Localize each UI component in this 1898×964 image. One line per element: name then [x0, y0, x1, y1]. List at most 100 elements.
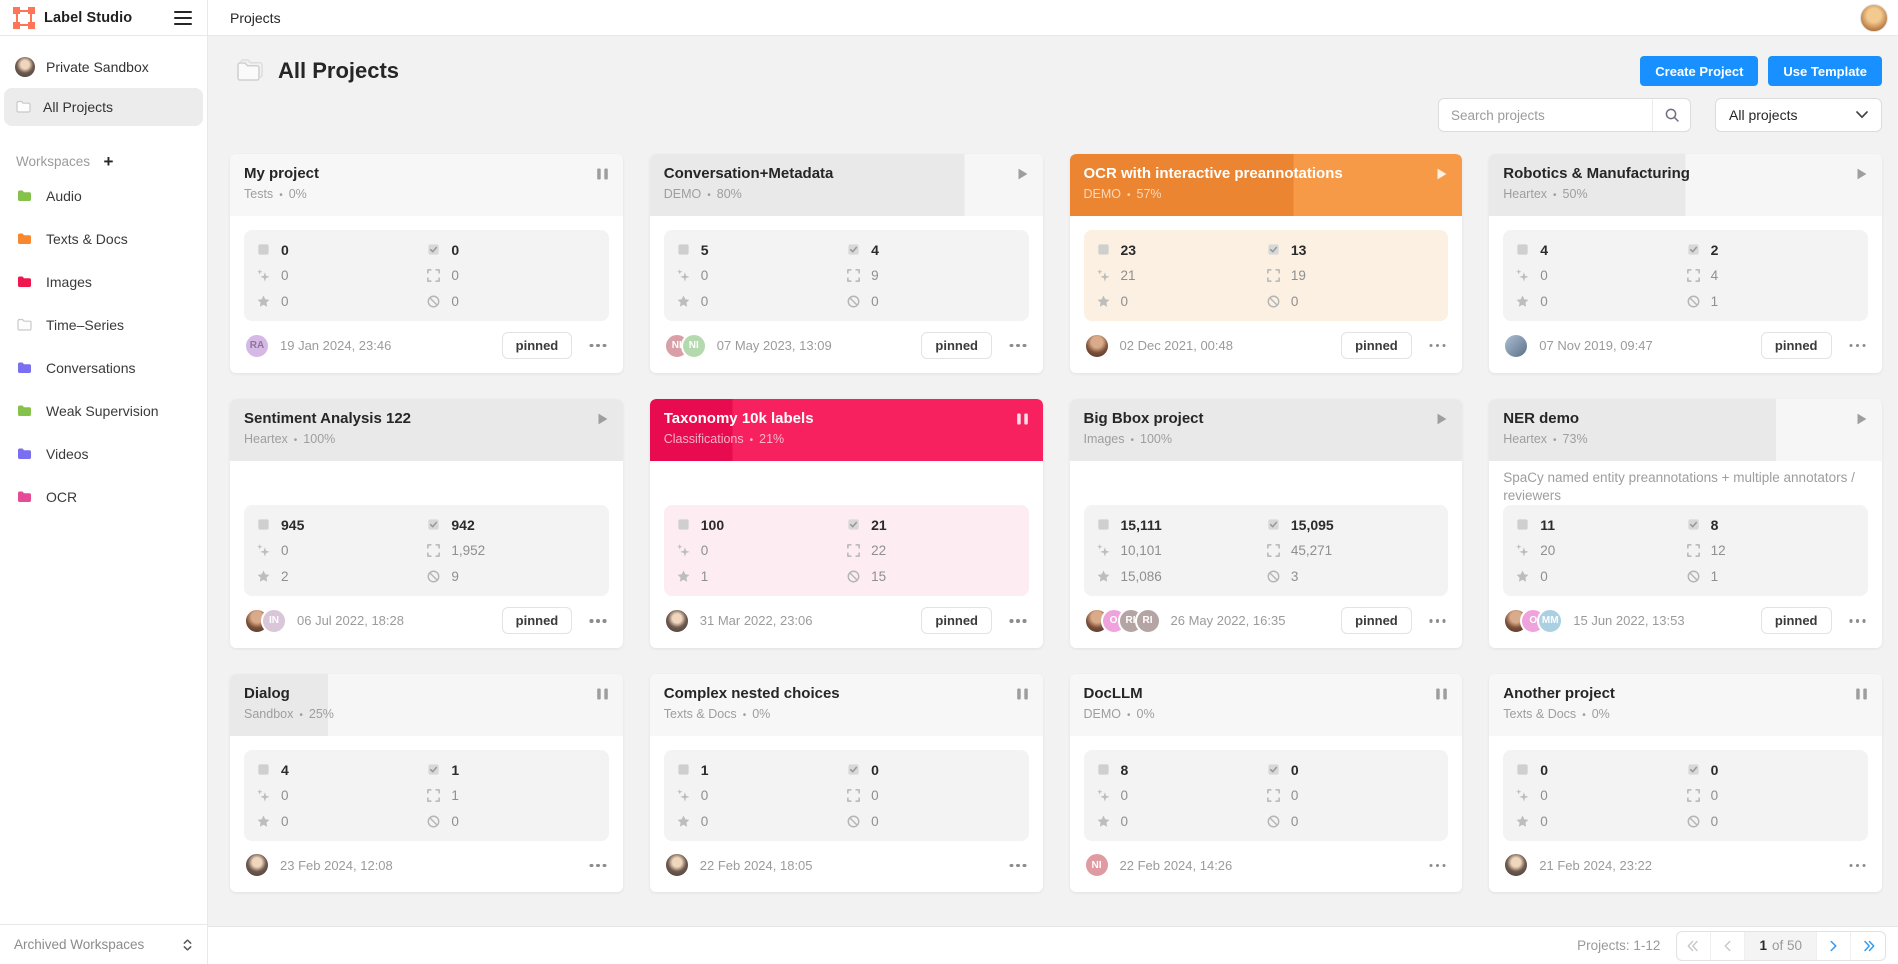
- skipped-icon: [427, 295, 440, 308]
- projects-filter-dropdown[interactable]: All projects: [1715, 98, 1882, 132]
- card-menu-button[interactable]: [1427, 613, 1449, 629]
- project-workspace: Heartex: [244, 432, 288, 446]
- project-title: DocLLM: [1083, 685, 1143, 703]
- card-menu-button[interactable]: [1427, 338, 1449, 354]
- project-subtitle: DEMO0%: [1084, 707, 1436, 721]
- project-card-footer: IN 06 Jul 2022, 18:28 pinned: [230, 596, 623, 648]
- sidebar-workspace-item[interactable]: Weak Supervision: [0, 389, 207, 432]
- project-card[interactable]: My project Tests0% 0 0: [230, 154, 623, 373]
- tasks-count: 0: [1540, 761, 1549, 778]
- project-card[interactable]: Taxonomy 10k labels Classifications21% 1…: [649, 399, 1043, 649]
- project-card[interactable]: DocLLM DEMO0% 8 0 0: [1069, 674, 1463, 893]
- project-workspace: Classifications: [663, 432, 744, 446]
- predictions-icon: [1516, 789, 1529, 803]
- pinned-button[interactable]: pinned: [501, 332, 573, 359]
- project-subtitle: Classifications21%: [664, 432, 1016, 446]
- search-icon[interactable]: [1652, 99, 1690, 131]
- chevron-down-icon: [1856, 111, 1868, 119]
- project-card[interactable]: Big Bbox project Images100% 15,111 15,09…: [1069, 399, 1463, 649]
- project-card[interactable]: Dialog Sandbox25% 4 1: [230, 674, 623, 893]
- project-card[interactable]: Complex nested choices Texts & Docs0% 1 …: [649, 674, 1043, 893]
- sidebar-workspace-item[interactable]: Audio: [0, 174, 207, 217]
- sidebar-workspace-item[interactable]: Videos: [0, 432, 207, 475]
- pinned-button[interactable]: pinned: [1341, 607, 1412, 635]
- project-state-toggle[interactable]: [1854, 410, 1868, 451]
- sidebar-workspace-item[interactable]: Time–Series: [0, 303, 207, 346]
- project-state-toggle[interactable]: [1435, 685, 1448, 726]
- menu-icon[interactable]: [171, 8, 195, 28]
- project-card[interactable]: Another project Texts & Docs0% 0 0: [1489, 674, 1882, 893]
- project-state-toggle[interactable]: [596, 685, 609, 726]
- annotations-count: 9: [871, 268, 879, 283]
- card-menu-button[interactable]: [1007, 613, 1029, 629]
- tasks-icon: [1097, 764, 1109, 776]
- card-menu-button[interactable]: [587, 338, 609, 354]
- project-date: 22 Feb 2024, 14:26: [1119, 857, 1233, 873]
- project-card[interactable]: NER demo Heartex73% SpaCy named entity p…: [1489, 399, 1882, 649]
- use-template-button[interactable]: Use Template: [1768, 56, 1882, 86]
- avatar-initials: MM: [1537, 607, 1564, 634]
- sidebar-workspace-item[interactable]: Texts & Docs: [0, 217, 207, 260]
- next-page-button[interactable]: [1817, 931, 1851, 960]
- starred-count: 0: [281, 294, 289, 309]
- project-title: Another project: [1503, 685, 1615, 703]
- sidebar-workspace-item[interactable]: Conversations: [0, 346, 207, 389]
- card-menu-button[interactable]: [1847, 613, 1869, 629]
- project-stats: 23 13 21 19 0 0: [1083, 230, 1449, 321]
- project-state-toggle[interactable]: [1854, 165, 1868, 206]
- sidebar-workspace-item[interactable]: Images: [0, 260, 207, 303]
- tasks-count: 5: [700, 241, 709, 258]
- card-menu-button[interactable]: [1847, 338, 1869, 354]
- tasks-count: 8: [1120, 761, 1129, 778]
- pinned-button[interactable]: pinned: [1760, 332, 1832, 359]
- project-state-toggle[interactable]: [1016, 410, 1029, 451]
- card-menu-button[interactable]: [587, 858, 609, 874]
- search-input[interactable]: [1439, 107, 1652, 123]
- project-state-toggle[interactable]: [595, 410, 609, 451]
- project-state-toggle[interactable]: [1855, 685, 1868, 726]
- pinned-button[interactable]: pinned: [921, 332, 992, 359]
- project-state-toggle[interactable]: [1016, 685, 1029, 726]
- project-subtitle: Texts & Docs0%: [664, 707, 1016, 721]
- project-avatars: RA: [244, 332, 270, 359]
- sidebar-workspace-item[interactable]: OCR: [0, 475, 207, 518]
- sidebar-item-all-projects[interactable]: All Projects: [4, 88, 203, 126]
- project-card-footer: 21 Feb 2024, 23:22: [1489, 841, 1882, 892]
- predictions-count: 0: [281, 788, 289, 804]
- project-state-toggle[interactable]: [596, 165, 609, 206]
- skipped-count: 0: [1290, 294, 1299, 309]
- last-page-button[interactable]: [1851, 932, 1885, 960]
- project-card[interactable]: Robotics & Manufacturing Heartex50% 4 2: [1489, 154, 1882, 373]
- project-workspace: Heartex: [1503, 432, 1548, 446]
- first-page-button[interactable]: [1677, 931, 1712, 960]
- create-project-button[interactable]: Create Project: [1640, 56, 1759, 86]
- sidebar-item-private-sandbox[interactable]: Private Sandbox: [0, 48, 207, 86]
- project-state-toggle[interactable]: [1434, 165, 1448, 206]
- pinned-button[interactable]: pinned: [501, 607, 573, 635]
- project-date: 19 Jan 2024, 23:46: [280, 338, 392, 353]
- account-avatar[interactable]: [1860, 3, 1888, 32]
- archived-workspaces-label: Archived Workspaces: [14, 937, 145, 952]
- pinned-button[interactable]: pinned: [1341, 332, 1412, 359]
- project-state-toggle[interactable]: [1434, 410, 1448, 451]
- project-card[interactable]: OCR with interactive preannotations DEMO…: [1069, 154, 1463, 373]
- tasks-count: 1: [700, 761, 709, 778]
- card-menu-button[interactable]: [1007, 338, 1029, 354]
- projects-grid: My project Tests0% 0 0: [208, 132, 1898, 926]
- card-menu-button[interactable]: [1847, 858, 1869, 874]
- project-card[interactable]: Sentiment Analysis 122 Heartex100% 945 9…: [230, 399, 623, 649]
- annotations-count: 4: [1710, 268, 1719, 283]
- project-date: 06 Jul 2022, 18:28: [297, 613, 404, 629]
- annotations-icon: [847, 269, 860, 282]
- project-card[interactable]: Conversation+Metadata DEMO80% 5 4: [649, 154, 1043, 373]
- add-workspace-button[interactable]: +: [103, 151, 114, 171]
- pinned-button[interactable]: pinned: [921, 607, 992, 635]
- completed-count: 1: [451, 761, 460, 778]
- prev-page-button[interactable]: [1711, 931, 1746, 960]
- archived-workspaces-toggle[interactable]: Archived Workspaces: [0, 924, 207, 964]
- card-menu-button[interactable]: [1007, 858, 1029, 874]
- project-state-toggle[interactable]: [1015, 165, 1029, 206]
- pinned-button[interactable]: pinned: [1760, 607, 1832, 635]
- card-menu-button[interactable]: [1427, 858, 1449, 874]
- card-menu-button[interactable]: [587, 613, 609, 629]
